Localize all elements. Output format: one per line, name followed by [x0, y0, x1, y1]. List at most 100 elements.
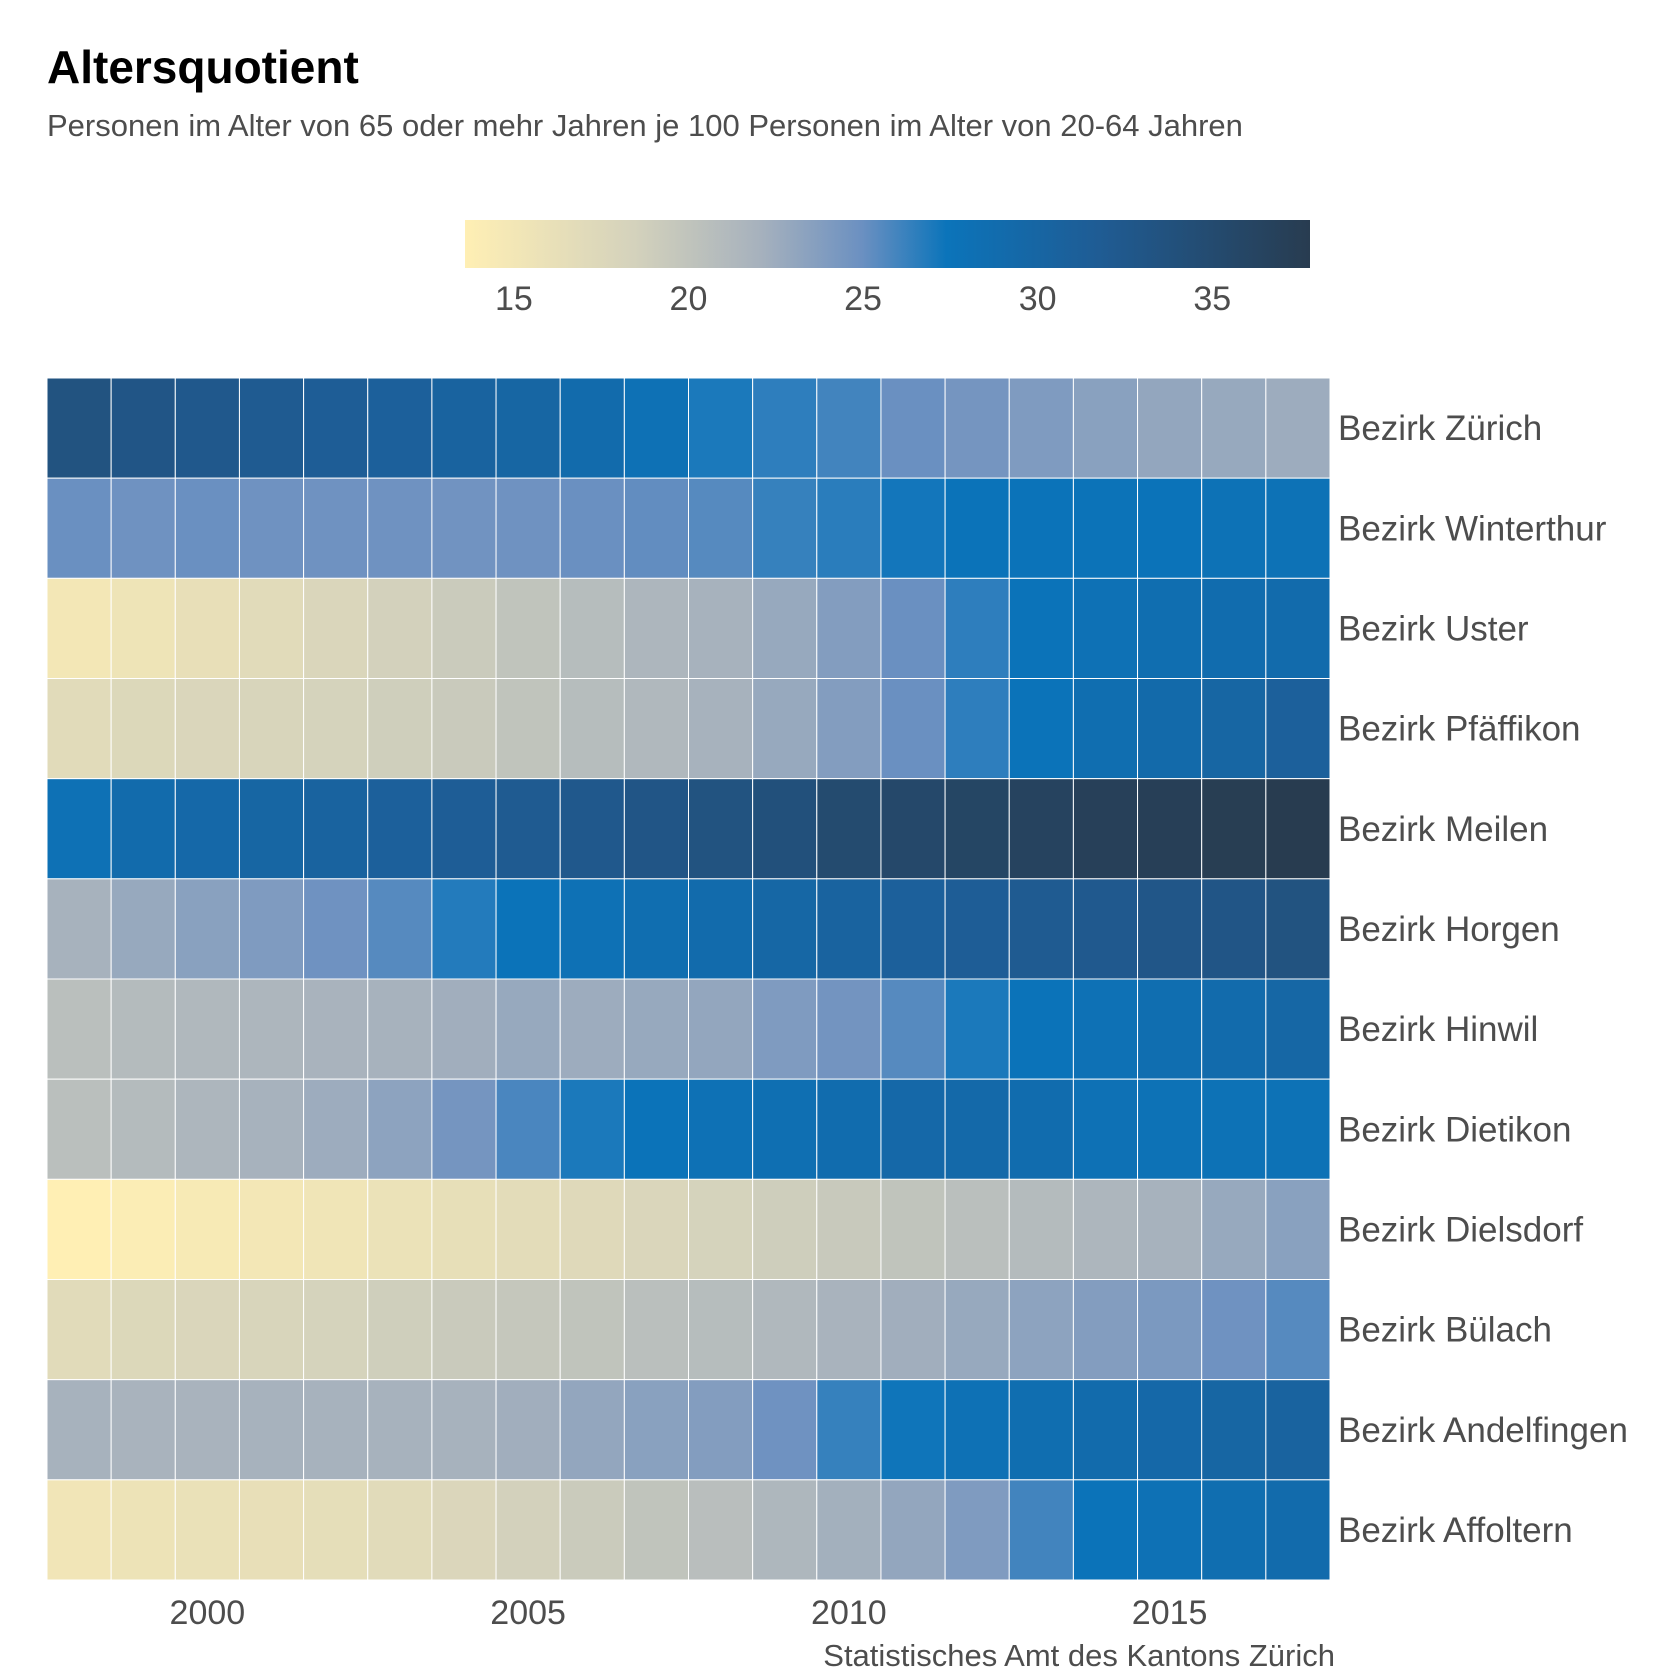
heatmap-cell	[174, 1279, 240, 1381]
heatmap-cell	[1072, 477, 1139, 579]
heatmap-cell	[1201, 878, 1267, 980]
heatmap-cell	[367, 678, 433, 780]
heatmap-cell	[688, 1279, 754, 1381]
heatmap-cell	[816, 678, 882, 780]
heatmap-cell	[110, 778, 176, 880]
heatmap-cell	[110, 1279, 176, 1381]
heatmap-cell	[1008, 1479, 1074, 1581]
heatmap-cell	[688, 978, 754, 1080]
heatmap-cell	[431, 878, 497, 980]
heatmap-cell	[495, 377, 561, 479]
heatmap-cell	[1265, 678, 1331, 780]
heatmap-cell	[1265, 1379, 1331, 1481]
heatmap-cell	[431, 678, 497, 780]
row-label: Bezirk Dielsdorf	[1338, 1210, 1583, 1249]
heatmap-cell	[46, 678, 112, 780]
heatmap-cell	[880, 778, 946, 880]
heatmap-cell	[1201, 477, 1267, 579]
heatmap-cell	[688, 1078, 754, 1180]
heatmap-cell	[623, 878, 689, 980]
heatmap-cell	[688, 377, 754, 479]
heatmap-cell	[880, 477, 946, 579]
heatmap-cell	[1008, 878, 1074, 980]
heatmap-cell	[559, 1279, 625, 1381]
heatmap-cell	[688, 1379, 754, 1481]
source-caption: Statistisches Amt des Kantons Zürich	[823, 1638, 1335, 1673]
heatmap-cell	[880, 1479, 946, 1581]
heatmap-cell	[303, 1078, 369, 1180]
heatmap-cell	[174, 878, 240, 980]
heatmap-cell	[1008, 477, 1074, 579]
heatmap-cell	[431, 1479, 497, 1581]
heatmap-cell	[238, 1479, 305, 1581]
row-label: Bezirk Meilen	[1338, 810, 1548, 849]
heatmap-cell	[1201, 1078, 1267, 1180]
heatmap-cell	[880, 1078, 946, 1180]
heatmap-cell	[238, 577, 305, 679]
heatmap-cell	[1201, 778, 1267, 880]
heatmap-cell	[816, 778, 882, 880]
heatmap-cell	[623, 1379, 689, 1481]
heatmap-cell	[1008, 377, 1074, 479]
heatmap-cell	[495, 778, 561, 880]
heatmap-cell	[1265, 477, 1331, 579]
heatmap-cell	[495, 1279, 561, 1381]
heatmap-cell	[1008, 1279, 1074, 1381]
heatmap-cell	[174, 1178, 240, 1281]
legend-tick-label: 25	[844, 280, 882, 318]
heatmap-cell	[431, 1178, 497, 1281]
heatmap-cell	[303, 577, 369, 679]
heatmap-cell	[688, 577, 754, 679]
heatmap-cell	[1201, 1379, 1267, 1481]
heatmap-cell	[46, 1279, 112, 1381]
heatmap-cell	[623, 1178, 689, 1281]
heatmap-cell	[46, 978, 112, 1080]
heatmap-cell	[944, 1379, 1010, 1481]
heatmap-cell	[1137, 1279, 1203, 1381]
heatmap-cell	[1265, 878, 1331, 980]
x-tick-label: 2000	[170, 1594, 246, 1632]
heatmap-cell	[880, 577, 946, 679]
heatmap-cell	[303, 377, 369, 479]
heatmap-cell	[1265, 778, 1331, 880]
heatmap-cell	[110, 1379, 176, 1481]
heatmap-cell	[238, 477, 305, 579]
heatmap-cell	[559, 678, 625, 780]
heatmap-cell	[944, 577, 1010, 679]
heatmap-cell	[495, 678, 561, 780]
legend-tick-label: 15	[495, 280, 533, 318]
heatmap-cell	[1008, 778, 1074, 880]
heatmap-cell	[816, 878, 882, 980]
chart-title: Altersquotient	[47, 41, 359, 93]
heatmap-cell	[110, 1479, 176, 1581]
heatmap-cell	[303, 1379, 369, 1481]
heatmap-cell	[1265, 1178, 1331, 1281]
heatmap-cell	[688, 1479, 754, 1581]
row-label: Bezirk Horgen	[1338, 910, 1560, 949]
heatmap-cell	[367, 577, 433, 679]
heatmap-cell	[1072, 778, 1139, 880]
legend-tick-label: 20	[670, 280, 708, 318]
heatmap-cell	[623, 377, 689, 479]
heatmap-cell	[559, 577, 625, 679]
heatmap-cell	[944, 1078, 1010, 1180]
heatmap-cell	[880, 377, 946, 479]
heatmap-cell	[303, 1479, 369, 1581]
heatmap-cell	[110, 1078, 176, 1180]
heatmap-cell	[559, 1379, 625, 1481]
heatmap-cell	[944, 1279, 1010, 1381]
heatmap-cell	[495, 1078, 561, 1180]
heatmap-cell	[367, 778, 433, 880]
heatmap-cell	[238, 778, 305, 880]
heatmap-cell	[1072, 1279, 1139, 1381]
heatmap-cell	[46, 1078, 112, 1180]
heatmap-cell	[367, 978, 433, 1080]
legend-tick-label: 30	[1019, 280, 1057, 318]
heatmap-cell	[752, 577, 818, 679]
heatmap-cell	[238, 1178, 305, 1281]
heatmap-cell	[880, 878, 946, 980]
heatmap-cell	[238, 1078, 305, 1180]
row-label: Bezirk Dietikon	[1338, 1110, 1571, 1149]
heatmap-cell	[816, 1178, 882, 1281]
heatmap-cell	[752, 477, 818, 579]
